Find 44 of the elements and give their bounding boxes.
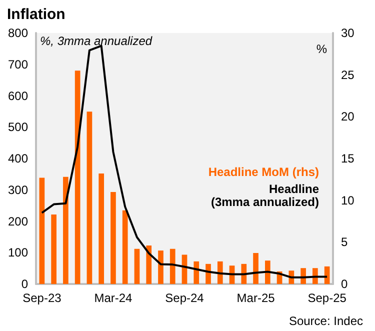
- y-tick-label: 800: [8, 26, 28, 40]
- bar: [146, 246, 152, 284]
- y2-tick-label: 20: [341, 110, 355, 124]
- bar: [158, 250, 164, 284]
- source-note: Source: Indec: [288, 314, 363, 328]
- line-series: [40, 44, 328, 278]
- y2-tick-label: 25: [341, 68, 355, 82]
- x-tick-label: Mar-25: [236, 291, 276, 305]
- y2-tick-label: 5: [341, 235, 348, 250]
- bar: [170, 248, 176, 284]
- bar: [39, 178, 45, 284]
- y2-tick-label: 10: [341, 193, 355, 208]
- y-tick-label: 0: [21, 277, 28, 291]
- x-tick-label: Sep-25: [308, 291, 347, 305]
- y-tick-label: 300: [8, 182, 28, 197]
- y-axis-title: %, 3mma annualized: [40, 34, 152, 48]
- bar: [51, 214, 56, 284]
- bar: [134, 248, 140, 284]
- bar: [98, 174, 104, 284]
- y2-tick-label: 15: [341, 152, 355, 166]
- y-tick-label: 100: [8, 246, 28, 260]
- y-tick-label: 400: [8, 152, 28, 166]
- x-tick-label: Sep-23: [22, 291, 62, 305]
- y-tick-label: 700: [8, 57, 28, 72]
- bar: [110, 192, 116, 284]
- y-tick-label: 500: [8, 120, 28, 134]
- bar: [194, 261, 200, 284]
- bar: [86, 112, 92, 284]
- bar: [253, 253, 258, 284]
- chart-title: Inflation: [7, 6, 66, 23]
- text: Headline (3mma annualized): [210, 182, 320, 209]
- y-tick-label: 600: [8, 88, 28, 103]
- y2-tick-label: 0: [341, 277, 348, 291]
- y2-axis-title: %: [316, 42, 328, 56]
- bar: [74, 70, 80, 284]
- bar: [122, 210, 128, 284]
- bar: [63, 176, 68, 284]
- y2-tick-label: 30: [341, 26, 355, 40]
- bar: [217, 261, 223, 284]
- text: Headline MoM (rhs): [208, 165, 320, 179]
- y-tick-label: 200: [8, 214, 28, 228]
- x-tick-label: Sep-24: [165, 291, 204, 305]
- x-tick-label: Mar-24: [94, 291, 133, 305]
- bar: [264, 260, 270, 284]
